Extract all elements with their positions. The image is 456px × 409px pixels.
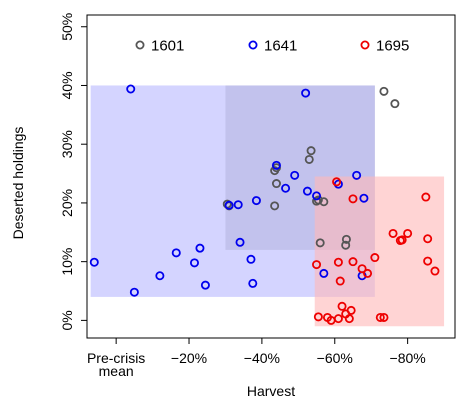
data-point-1695 [388, 228, 398, 238]
data-point-1601 [341, 240, 351, 250]
data-point-1601 [315, 238, 325, 248]
data-point-1695 [337, 301, 347, 311]
data-point-1695 [335, 276, 345, 286]
y-tick-label: 10% [59, 248, 75, 276]
data-point-1601 [379, 86, 389, 96]
y-tick-label: 0% [59, 310, 75, 330]
data-point-1695 [333, 257, 343, 267]
data-point-1695 [423, 256, 433, 266]
data-points [89, 84, 440, 325]
data-point-1601 [341, 234, 351, 244]
data-point-1601 [270, 201, 280, 211]
y-tick-label: 40% [59, 71, 75, 99]
data-point-1641 [251, 196, 261, 206]
data-point-1641 [319, 268, 329, 278]
data-point-1641 [352, 170, 362, 180]
data-point-1695 [430, 266, 440, 276]
data-point-1641 [233, 200, 243, 210]
x-axis-title: Harvest [247, 383, 295, 399]
y-tick-label: 50% [59, 13, 75, 41]
data-point-1641 [359, 193, 369, 203]
range-boxes [90, 85, 445, 327]
data-point-1641 [312, 191, 322, 201]
data-point-1695 [313, 312, 323, 322]
data-point-1641 [290, 170, 300, 180]
data-point-1695 [397, 235, 407, 245]
legend-marker-1695 [360, 40, 370, 50]
data-point-1641 [195, 243, 205, 253]
data-point-1641 [89, 257, 99, 267]
legend: 1601 1641 1695 [135, 38, 409, 55]
data-point-1641 [246, 254, 256, 264]
data-point-1695 [333, 314, 343, 324]
data-point-1641 [129, 287, 139, 297]
data-point-1641 [200, 280, 210, 290]
data-point-1601 [304, 154, 314, 164]
data-point-1641 [302, 186, 312, 196]
data-point-1695 [370, 253, 380, 263]
data-point-1641 [281, 183, 291, 193]
data-point-1641 [271, 160, 281, 170]
data-point-1601 [306, 146, 316, 156]
x-tick-label: −20% [171, 350, 207, 366]
data-point-1695 [348, 257, 358, 267]
data-point-1601 [390, 99, 400, 109]
data-point-1695 [344, 314, 354, 324]
range-box-1695 [314, 176, 445, 327]
data-point-1601 [271, 179, 281, 189]
data-point-1695 [357, 264, 367, 274]
data-point-1641 [224, 200, 234, 210]
data-point-1641 [248, 278, 258, 288]
y-axis-title: Deserted holdings [10, 127, 26, 240]
data-point-1695 [403, 228, 413, 238]
data-point-1641 [126, 84, 136, 94]
data-point-1695 [423, 234, 433, 244]
legend-marker-1601 [135, 40, 145, 50]
legend-marker-1641 [248, 40, 258, 50]
data-point-1695 [421, 192, 431, 202]
x-tick-label: −40% [244, 350, 280, 366]
x-tick-label: −80% [390, 350, 426, 366]
legend-label-1601: 1601 [151, 38, 184, 55]
x-tick-label: Pre-crisis [87, 350, 145, 366]
data-point-1695 [348, 194, 358, 204]
data-point-1695 [332, 177, 342, 187]
legend-label-1641: 1641 [264, 38, 297, 55]
data-point-1695 [379, 312, 389, 322]
data-point-1695 [346, 305, 356, 315]
data-point-1601 [319, 197, 329, 207]
plot-frame [86, 14, 456, 339]
x-tick-label: mean [99, 363, 134, 379]
data-point-1641 [155, 271, 165, 281]
data-point-1695 [363, 268, 373, 278]
y-axis: 0% 10% 20% 30% 40% 50% [59, 13, 87, 330]
data-point-1641 [171, 248, 181, 258]
y-tick-label: 30% [59, 130, 75, 158]
legend-label-1695: 1695 [376, 38, 409, 55]
data-point-1641 [189, 258, 199, 268]
data-point-1641 [235, 237, 245, 247]
data-point-1641 [301, 88, 311, 98]
data-point-1695 [312, 260, 322, 270]
data-point-1695 [375, 312, 385, 322]
x-tick-label: −60% [317, 350, 353, 366]
y-tick-label: 20% [59, 189, 75, 217]
